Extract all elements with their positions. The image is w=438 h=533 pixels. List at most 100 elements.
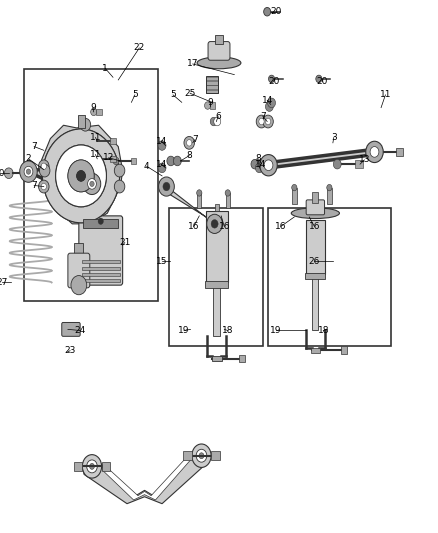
- Bar: [102, 462, 110, 471]
- Bar: [206, 76, 218, 93]
- Text: 5: 5: [132, 91, 138, 99]
- Text: 19: 19: [178, 326, 190, 335]
- Circle shape: [263, 115, 273, 128]
- Circle shape: [158, 163, 166, 173]
- Text: 3: 3: [331, 133, 337, 142]
- Circle shape: [113, 157, 119, 165]
- Bar: [206, 85, 218, 89]
- Text: 14: 14: [261, 96, 273, 104]
- Bar: [24, 69, 158, 301]
- Circle shape: [292, 184, 297, 191]
- Text: 7: 7: [260, 112, 266, 120]
- Circle shape: [197, 190, 202, 196]
- Ellipse shape: [291, 208, 339, 219]
- Text: 14: 14: [155, 160, 167, 168]
- Circle shape: [85, 179, 90, 185]
- Text: 20: 20: [268, 77, 279, 85]
- Text: 15: 15: [156, 257, 168, 265]
- Circle shape: [39, 180, 49, 193]
- Bar: [21, 171, 28, 176]
- Bar: [183, 451, 192, 460]
- Ellipse shape: [197, 57, 241, 69]
- Text: 4: 4: [144, 162, 149, 171]
- Circle shape: [260, 155, 277, 176]
- Bar: [169, 208, 263, 346]
- Circle shape: [173, 156, 181, 166]
- Text: 14: 14: [155, 137, 167, 146]
- Text: 23: 23: [64, 346, 76, 355]
- Circle shape: [251, 159, 259, 169]
- Text: 22: 22: [134, 44, 145, 52]
- Circle shape: [91, 108, 97, 116]
- Circle shape: [114, 180, 125, 193]
- Circle shape: [77, 171, 85, 181]
- Polygon shape: [42, 125, 123, 224]
- Circle shape: [265, 102, 273, 111]
- Bar: [306, 220, 325, 274]
- Circle shape: [205, 102, 211, 109]
- Circle shape: [192, 444, 211, 467]
- Bar: [78, 115, 85, 128]
- Bar: [327, 188, 332, 204]
- Text: 24: 24: [74, 326, 86, 335]
- Circle shape: [88, 179, 96, 189]
- Text: 18: 18: [222, 326, 233, 335]
- Text: 18: 18: [318, 326, 329, 335]
- Bar: [206, 81, 218, 85]
- Text: 27: 27: [0, 278, 8, 287]
- Text: 16: 16: [188, 222, 199, 231]
- Bar: [131, 158, 136, 164]
- FancyBboxPatch shape: [208, 42, 230, 60]
- Bar: [83, 219, 118, 228]
- Circle shape: [56, 145, 106, 207]
- Text: 6: 6: [215, 112, 221, 120]
- Text: 7: 7: [31, 142, 37, 151]
- Circle shape: [333, 159, 341, 169]
- Text: 20: 20: [316, 77, 328, 85]
- Circle shape: [163, 182, 170, 191]
- Text: 13: 13: [359, 156, 370, 164]
- Circle shape: [4, 168, 13, 179]
- Circle shape: [68, 160, 94, 192]
- Circle shape: [82, 455, 102, 478]
- Circle shape: [24, 166, 33, 177]
- Circle shape: [268, 98, 276, 108]
- Circle shape: [39, 160, 49, 173]
- Circle shape: [80, 118, 91, 131]
- Text: 16: 16: [275, 222, 286, 231]
- Circle shape: [187, 140, 192, 146]
- Text: 11: 11: [380, 91, 391, 99]
- Text: 16: 16: [309, 222, 320, 231]
- Bar: [312, 274, 318, 330]
- Text: 5: 5: [170, 91, 176, 99]
- Text: 10: 10: [0, 169, 6, 177]
- Bar: [305, 273, 325, 279]
- Text: 26: 26: [309, 257, 320, 265]
- Bar: [212, 356, 222, 361]
- Text: 11: 11: [90, 150, 101, 159]
- Text: 9: 9: [207, 98, 213, 107]
- Bar: [215, 204, 219, 211]
- FancyBboxPatch shape: [62, 322, 80, 336]
- Bar: [206, 211, 228, 282]
- Bar: [312, 192, 318, 203]
- Bar: [82, 266, 120, 270]
- Circle shape: [207, 214, 223, 233]
- Bar: [110, 156, 116, 162]
- Circle shape: [41, 163, 46, 169]
- Circle shape: [211, 220, 218, 228]
- Text: 19: 19: [270, 326, 282, 335]
- Polygon shape: [103, 453, 191, 500]
- Bar: [268, 208, 391, 346]
- Circle shape: [258, 159, 265, 169]
- FancyBboxPatch shape: [79, 216, 123, 285]
- Circle shape: [87, 460, 97, 473]
- Text: 25: 25: [184, 89, 196, 98]
- Circle shape: [20, 161, 37, 182]
- Bar: [396, 148, 403, 156]
- Circle shape: [268, 75, 275, 83]
- Circle shape: [71, 276, 87, 295]
- FancyBboxPatch shape: [306, 200, 325, 215]
- Circle shape: [89, 463, 94, 470]
- Circle shape: [68, 160, 94, 192]
